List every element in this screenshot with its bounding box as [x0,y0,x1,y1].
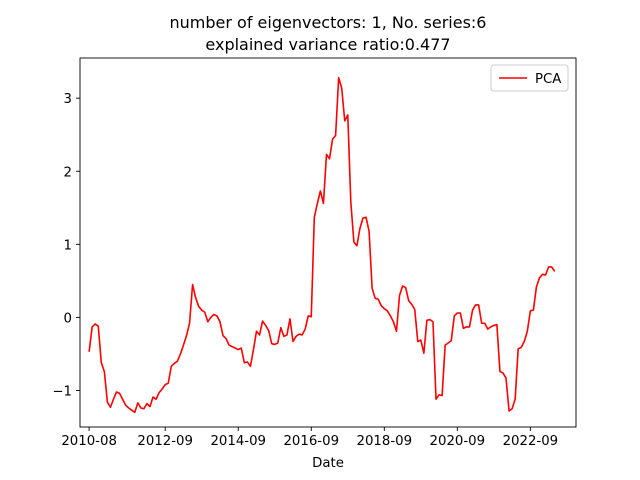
x-tick-label: 2018-09 [357,434,413,449]
y-tick-label: 1 [64,238,72,253]
y-tick-label: 3 [64,92,72,107]
chart-title-line-2: explained variance ratio:0.477 [205,35,450,54]
x-tick-label: 2020-09 [430,434,486,449]
x-tick-label: 2014-09 [210,434,266,449]
plot-area: 2010-08 2012-09 2014-09 2016-09 2018-09 2020-… [52,57,577,449]
plot-frame [79,57,577,428]
y-tick-label: 2 [64,165,72,180]
y-tick-label: 0 [64,311,72,326]
chart-title-line-1: number of eigenvectors: 1, No. series:6 [170,13,487,32]
x-tick-label: 2016-09 [283,434,339,449]
legend-box [490,64,569,92]
legend-label: PCA [535,72,561,87]
series-line-pca [88,76,556,414]
x-tick-label: 2012-09 [137,434,193,449]
x-axis-label: Date [312,456,344,471]
x-tick-label: 2010-08 [61,434,117,449]
y-tick-label: −1 [52,384,72,399]
x-tick-label: 2022-09 [503,434,559,449]
